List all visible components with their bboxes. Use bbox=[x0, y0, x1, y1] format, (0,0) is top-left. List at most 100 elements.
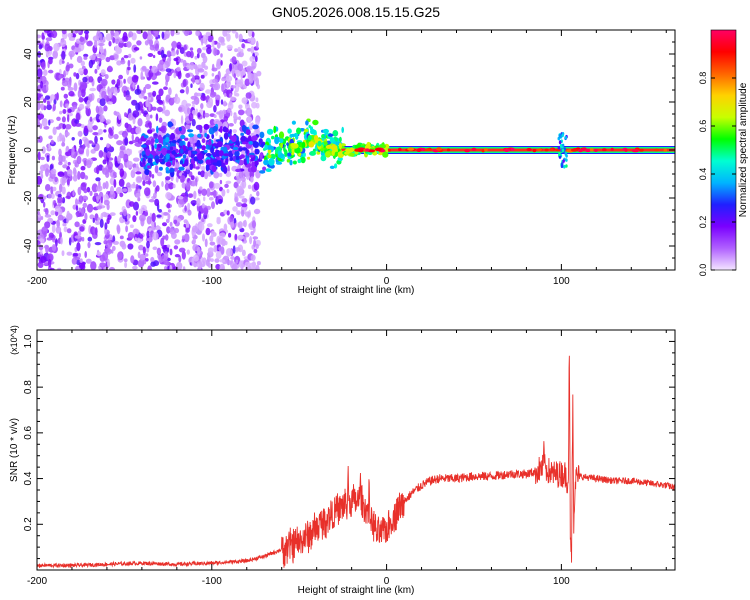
heatmap-cell bbox=[207, 34, 214, 43]
heatmap-cell bbox=[339, 136, 342, 143]
colorbar-ticks: 0.0 0.2 0.4 0.6 0.8 bbox=[698, 72, 736, 276]
heatmap-cell bbox=[73, 82, 78, 92]
heatmap-cell bbox=[82, 76, 88, 83]
heatmap-cell bbox=[64, 131, 70, 137]
heatmap-cell bbox=[135, 192, 141, 198]
heatmap-cell bbox=[225, 171, 232, 178]
heatmap-cell bbox=[98, 150, 104, 158]
heatmap-cell bbox=[61, 60, 65, 64]
heatmap-cell bbox=[187, 209, 192, 216]
heatmap-cell bbox=[102, 151, 107, 158]
heatmap-cell bbox=[481, 149, 485, 153]
heatmap-cell bbox=[46, 104, 52, 111]
heatmap-cell bbox=[95, 227, 98, 236]
snr-axes: -200 -100 0 100 0.2 0.4 0.6 0.8 1.0 bbox=[23, 330, 675, 587]
heatmap-cell bbox=[258, 138, 263, 143]
heatmap-cell bbox=[127, 66, 131, 71]
heatmap-cell bbox=[341, 126, 345, 133]
heatmap-cell bbox=[242, 220, 246, 227]
heatmap-cell bbox=[52, 50, 58, 59]
heatmap-cell bbox=[99, 137, 104, 141]
heatmap-cell bbox=[53, 42, 60, 52]
heatmap-cell bbox=[146, 230, 150, 239]
heatmap-cell bbox=[102, 159, 107, 165]
heatmap-cell bbox=[200, 166, 205, 170]
heatmap-cell bbox=[251, 37, 255, 44]
heatmap-cell bbox=[436, 147, 442, 151]
heatmap-cell bbox=[204, 132, 208, 138]
heatmap-cell bbox=[241, 179, 247, 189]
heatmap-cell bbox=[59, 134, 65, 138]
heatmap-cell bbox=[262, 166, 267, 172]
heatmap-cell bbox=[329, 137, 335, 143]
heatmap-cell bbox=[137, 197, 141, 202]
heatmap-cell bbox=[158, 88, 164, 97]
heatmap-cell bbox=[39, 249, 43, 255]
heatmap-cell bbox=[132, 228, 139, 236]
heatmap-cell bbox=[62, 123, 66, 130]
heatmap-cell bbox=[37, 261, 44, 268]
heatmap-cell bbox=[127, 243, 134, 250]
spectrogram-xlabel: Height of straight line (km) bbox=[298, 285, 415, 296]
heatmap-cell bbox=[148, 102, 151, 112]
heatmap-cell bbox=[158, 117, 163, 123]
heatmap-cell bbox=[215, 94, 221, 101]
heatmap-cell bbox=[149, 38, 153, 47]
heatmap-cell bbox=[169, 221, 173, 227]
heatmap-cell bbox=[55, 238, 58, 247]
heatmap-cell bbox=[44, 43, 51, 52]
heatmap-cell bbox=[138, 208, 144, 215]
heatmap-cell bbox=[91, 183, 98, 193]
heatmap-cell bbox=[188, 112, 194, 122]
heatmap-cell bbox=[231, 30, 237, 34]
heatmap-cell bbox=[188, 150, 192, 158]
heatmap-cell bbox=[211, 39, 215, 48]
heatmap-cell bbox=[199, 124, 203, 134]
heatmap-cell bbox=[256, 261, 261, 266]
heatmap-cell bbox=[558, 134, 562, 138]
heatmap-cell bbox=[50, 139, 54, 145]
heatmap-cell bbox=[321, 134, 325, 139]
heatmap-cell bbox=[255, 40, 259, 49]
heatmap-cell bbox=[40, 80, 44, 89]
heatmap-cell bbox=[72, 167, 77, 176]
heatmap-cell bbox=[345, 149, 350, 153]
heatmap-cell bbox=[71, 257, 78, 265]
heatmap-cell bbox=[247, 265, 252, 270]
heatmap-cell bbox=[71, 146, 75, 156]
heatmap-cell bbox=[133, 64, 137, 73]
heatmap-cell bbox=[213, 182, 221, 189]
heatmap-cell bbox=[114, 156, 118, 165]
heatmap-cell bbox=[232, 129, 237, 134]
y-tick-label: 1.0 bbox=[23, 334, 34, 348]
heatmap-cell bbox=[128, 53, 132, 59]
heatmap-cell bbox=[195, 166, 200, 170]
heatmap-cell bbox=[241, 124, 247, 132]
heatmap-cell bbox=[577, 149, 584, 153]
heatmap-cell bbox=[61, 116, 66, 123]
heatmap-cell bbox=[164, 182, 169, 191]
heatmap-cell bbox=[241, 135, 246, 142]
heatmap-cell bbox=[558, 140, 562, 145]
heatmap-cell bbox=[127, 76, 134, 85]
heatmap-cell bbox=[165, 68, 172, 73]
heatmap-cell bbox=[207, 254, 211, 263]
heatmap-cell bbox=[72, 174, 78, 182]
heatmap-cell bbox=[238, 147, 243, 152]
heatmap-cell bbox=[153, 133, 159, 140]
heatmap-cell bbox=[245, 149, 249, 154]
colorbar-tick-label: 0.2 bbox=[698, 216, 708, 229]
heatmap-cell bbox=[123, 153, 129, 163]
heatmap-cell bbox=[202, 55, 208, 64]
heatmap-cell bbox=[151, 226, 157, 231]
heatmap-cell bbox=[220, 42, 226, 46]
heatmap-cell bbox=[241, 198, 248, 203]
heatmap-cell bbox=[95, 177, 101, 182]
heatmap-cell bbox=[147, 265, 152, 270]
heatmap-cell bbox=[108, 91, 113, 99]
heatmap-cell bbox=[122, 31, 128, 41]
heatmap-cell bbox=[224, 241, 228, 246]
heatmap-cell bbox=[47, 193, 52, 199]
heatmap-cell bbox=[161, 244, 168, 250]
